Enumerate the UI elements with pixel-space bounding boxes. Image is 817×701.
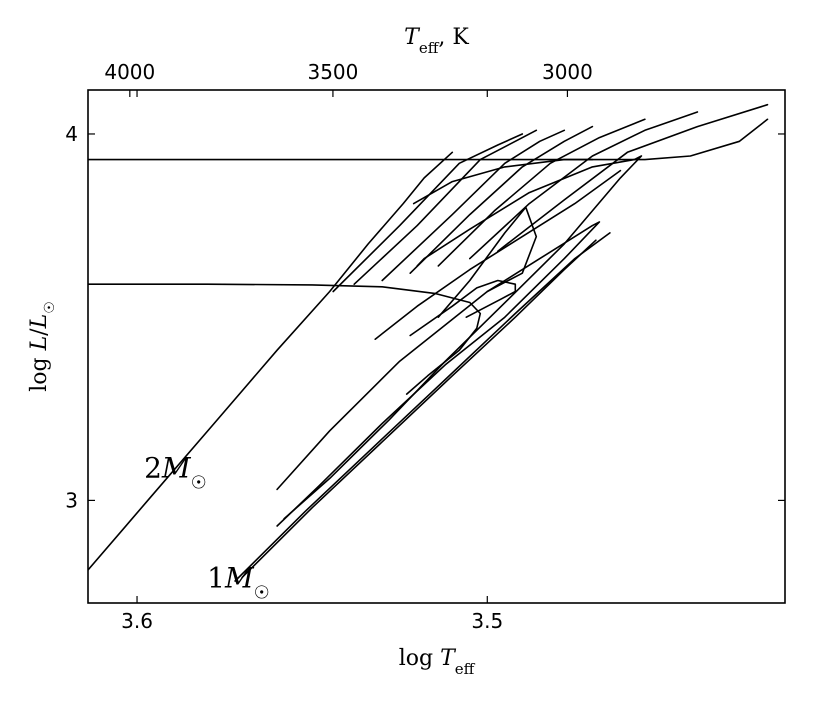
chart-text: 3.6 3.5 4000 3500 3000 3 4 log Teff Teff, K log L… — [27, 25, 593, 678]
track-line-6 — [409, 279, 517, 337]
track-line-13 — [353, 129, 538, 285]
y-axis-label: log L/L☉ — [27, 301, 58, 392]
plot-frame — [87, 89, 786, 604]
track-line-11 — [241, 239, 597, 579]
y-tick-label: 3 — [65, 488, 78, 512]
track-line-4 — [412, 118, 769, 205]
axes-frame — [87, 89, 786, 604]
top-tick-label: 3000 — [542, 60, 593, 84]
track-line-14 — [381, 129, 566, 282]
x-axis-label: log Teff — [399, 646, 476, 678]
track-line-8 — [283, 155, 643, 520]
track-line-7 — [374, 169, 622, 340]
track-line-17 — [469, 111, 699, 260]
track-line-10 — [234, 232, 611, 582]
top-axis-label: Teff, K — [404, 25, 469, 57]
mass-label-2: 1M☉ — [207, 561, 270, 603]
track-line-9 — [276, 221, 601, 527]
mass-label-1: 2M☉ — [144, 451, 207, 493]
evolution-tracks — [88, 103, 769, 582]
x-tick-label: 3.6 — [121, 609, 153, 633]
top-tick-label: 4000 — [104, 60, 155, 84]
track-line-15 — [409, 125, 594, 274]
top-tick-label: 3500 — [307, 60, 358, 84]
axis-ticks — [88, 90, 785, 603]
track-line-12 — [332, 133, 524, 293]
track-line-18 — [497, 103, 769, 252]
track-line-16 — [437, 118, 646, 267]
y-tick-label: 4 — [65, 122, 78, 146]
x-tick-label: 3.5 — [471, 609, 503, 633]
track-line-3 — [88, 283, 482, 395]
track-line-1 — [88, 151, 454, 571]
